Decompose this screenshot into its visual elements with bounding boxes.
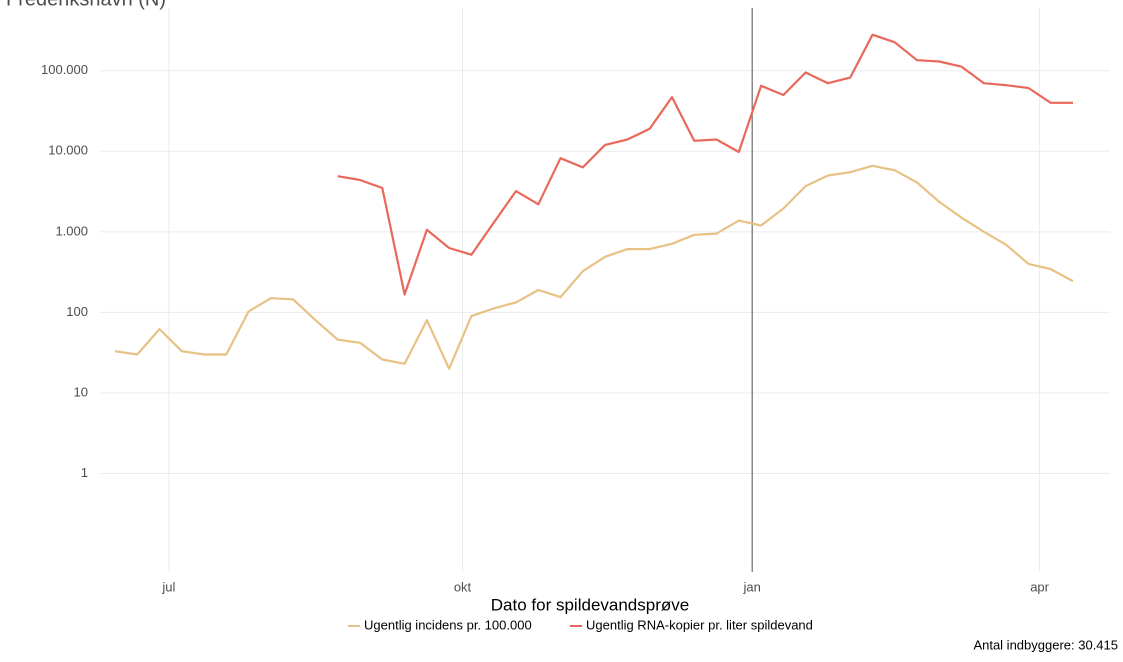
x-tick-label: okt xyxy=(454,579,472,594)
x-tick-label: jul xyxy=(161,579,175,594)
y-tick-label: 100 xyxy=(66,304,88,319)
y-tick-label: 1.000 xyxy=(55,223,88,238)
legend-label: Ugentlig incidens pr. 100.000 xyxy=(364,617,532,632)
x-tick-label: jan xyxy=(742,579,760,594)
x-tick-label: apr xyxy=(1030,579,1049,594)
series-line xyxy=(337,33,1073,296)
series-line xyxy=(114,164,1074,370)
y-tick-label: 10 xyxy=(74,384,88,399)
note: Antal indbyggere: 30.415 xyxy=(973,637,1118,652)
y-tick-label: 10.000 xyxy=(48,143,88,158)
y-tick-label: 100.000 xyxy=(41,62,88,77)
x-axis-label: Dato for spildevandsprøve xyxy=(491,595,689,614)
chart-title: Frederikshavn (N) xyxy=(6,0,166,10)
legend-label: Ugentlig RNA-kopier pr. liter spildevand xyxy=(586,617,813,632)
y-tick-label: 1 xyxy=(81,465,88,480)
